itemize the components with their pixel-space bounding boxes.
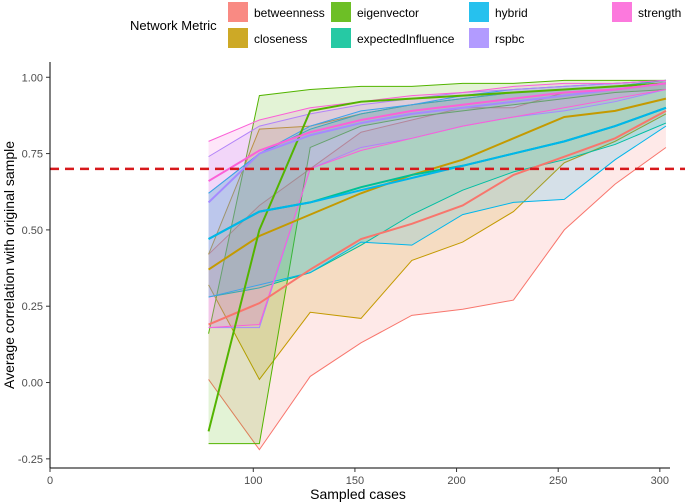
mean-line-rspbc bbox=[207, 82, 667, 204]
mean-line-hybrid bbox=[208, 106, 667, 240]
mean-line-strength bbox=[208, 82, 667, 182]
ribbon-rspbc bbox=[208, 80, 666, 328]
mean-line-betweenness bbox=[208, 109, 667, 326]
ribbon-layer bbox=[208, 79, 667, 451]
y-axis-title: Average correlation with original sample bbox=[1, 141, 17, 389]
x-tick-label: 300 bbox=[651, 475, 669, 487]
line-layer bbox=[207, 82, 667, 432]
x-tick-label: 200 bbox=[447, 475, 465, 487]
legend-label-eigenvector: eigenvector bbox=[357, 6, 419, 20]
lower-edge-strength bbox=[208, 88, 667, 329]
legend-swatch-expectedInfluence bbox=[331, 28, 351, 48]
legend-swatch-hybrid bbox=[469, 2, 489, 22]
legend-swatch-eigenvector bbox=[331, 2, 351, 22]
ribbon-eigenvector bbox=[208, 80, 666, 444]
x-tick-label: 100 bbox=[244, 475, 262, 487]
axes bbox=[49, 62, 670, 469]
x-ticks: 0 100 150 200 250 300 bbox=[47, 468, 669, 487]
legend-swatch-closeness bbox=[228, 28, 248, 48]
y-tick-label: 0.75 bbox=[22, 149, 43, 161]
x-tick-label: 0 bbox=[47, 475, 53, 487]
legend-swatch-rspbc bbox=[469, 28, 489, 48]
lower-edge-betweenness bbox=[208, 147, 667, 451]
x-tick-label: 150 bbox=[346, 475, 364, 487]
mean-line-closeness bbox=[208, 97, 667, 271]
legend-label-expectedInfluence: expectedInfluence bbox=[357, 32, 455, 46]
mean-line-eigenvector bbox=[207, 82, 666, 432]
lower-edge-eigenvector bbox=[208, 88, 666, 445]
y-tick-label: 1.00 bbox=[22, 72, 43, 84]
lower-edge-hybrid bbox=[208, 125, 667, 298]
legend: Network Metric betweenness closeness eigen… bbox=[130, 2, 681, 48]
ribbon-hybrid bbox=[208, 80, 666, 298]
legend-label-strength: strength bbox=[638, 6, 681, 20]
legend-title: Network Metric bbox=[130, 18, 217, 33]
legend-label-hybrid: hybrid bbox=[495, 6, 528, 20]
upper-edge-strength bbox=[208, 79, 666, 142]
legend-swatch-strength bbox=[612, 2, 632, 22]
x-axis-title: Sampled cases bbox=[310, 486, 406, 502]
legend-label-rspbc: rspbc bbox=[495, 32, 524, 46]
y-tick-label: 0.50 bbox=[22, 225, 43, 237]
upper-edge-eigenvector bbox=[208, 79, 666, 334]
y-tick-label: 0.25 bbox=[22, 301, 43, 313]
upper-edge-rspbc bbox=[208, 79, 666, 158]
lower-edge-expectedInfluence bbox=[208, 122, 667, 298]
legend-swatch-betweenness bbox=[228, 2, 248, 22]
y-ticks: -0.25 0.00 0.25 0.50 0.75 1.00 bbox=[18, 72, 50, 466]
ribbon-expectedInfluence bbox=[208, 80, 666, 298]
legend-label-closeness: closeness bbox=[254, 32, 307, 46]
ribbon-strength bbox=[208, 80, 666, 328]
y-tick-label: 0.00 bbox=[22, 378, 43, 390]
legend-label-betweenness: betweenness bbox=[254, 6, 325, 20]
y-tick-label: -0.25 bbox=[18, 454, 43, 466]
x-tick-label: 250 bbox=[549, 475, 567, 487]
